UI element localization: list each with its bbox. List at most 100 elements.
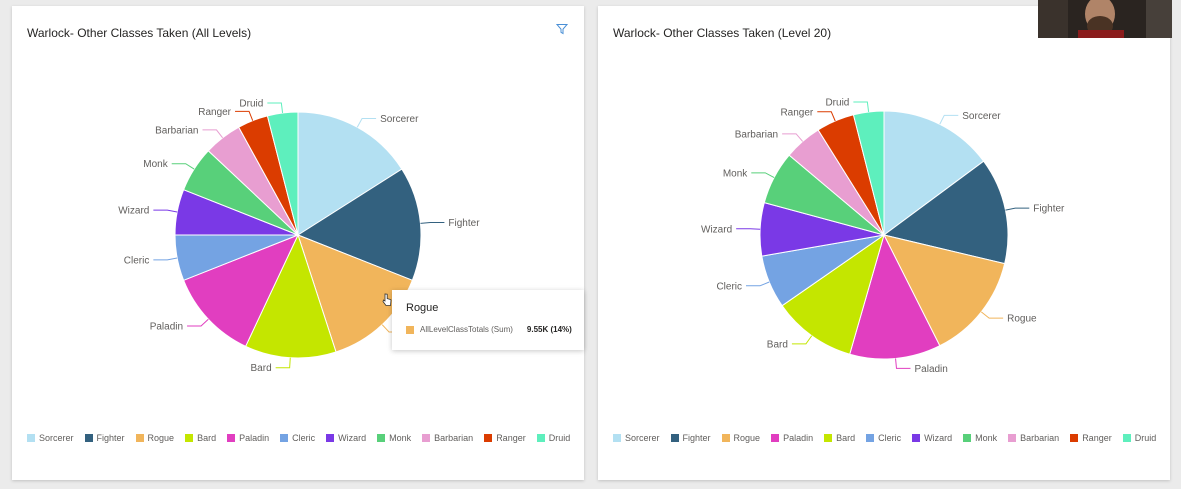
slice-label-rogue: Rogue [1007, 314, 1037, 325]
legend-item-barbarian[interactable]: Barbarian [1008, 433, 1059, 443]
slice-label-bard: Bard [251, 363, 272, 374]
slice-label-monk: Monk [143, 159, 168, 170]
legend-item-paladin[interactable]: Paladin [227, 433, 269, 443]
leader-line-barbarian [782, 133, 804, 142]
legend-label: Barbarian [434, 433, 474, 443]
legend-label: Fighter [96, 433, 125, 443]
pie-slice-sorcerer[interactable] [883, 110, 985, 236]
legend-swatch [326, 434, 335, 442]
legend-item-bard[interactable]: Bard [185, 433, 216, 443]
legend-swatch [280, 434, 289, 442]
slice-label-sorcerer: Sorcerer [380, 114, 419, 125]
legend-swatch [912, 434, 921, 442]
legend-label: Cleric [292, 433, 316, 443]
pie-slice-rogue[interactable] [883, 234, 1006, 347]
legend-level-20: Sorcerer Fighter Rogue Paladin Bard Cleric Wiz… [613, 433, 1156, 443]
legend-swatch [422, 434, 431, 442]
legend-item-ranger[interactable]: Ranger [1070, 433, 1112, 443]
slice-label-monk: Monk [723, 168, 748, 179]
legend-label: Paladin [239, 433, 270, 443]
legend-label: Bard [836, 433, 856, 443]
pie-slice-paladin[interactable] [182, 234, 299, 347]
webcam-overlay [1038, 0, 1172, 38]
legend-swatch [27, 434, 35, 442]
slice-label-cleric: Cleric [716, 281, 742, 292]
legend-label: Monk [389, 433, 412, 443]
slice-label-fighter: Fighter [448, 218, 480, 229]
slice-label-ranger: Ranger [780, 107, 813, 118]
tooltip-measure: AllLevelClassTotals (Sum) [420, 325, 513, 334]
filter-icon[interactable] [556, 23, 568, 35]
legend-item-monk[interactable]: Monk [963, 433, 997, 443]
leader-line-paladin [187, 318, 209, 327]
leader-line-sorcerer [939, 114, 959, 125]
legend-swatch [484, 434, 493, 442]
leader-line-cleric [153, 257, 178, 261]
hand-cursor-icon [382, 293, 392, 306]
legend-item-cleric[interactable]: Cleric [866, 433, 901, 443]
legend-label: Ranger [496, 433, 526, 443]
slice-label-wizard: Wizard [701, 224, 732, 235]
slice-label-paladin: Paladin [914, 364, 947, 375]
legend-swatch [670, 434, 679, 442]
legend-item-druid[interactable]: Druid [1122, 433, 1156, 443]
legend-label: Paladin [783, 433, 814, 443]
leader-line-wizard [153, 209, 178, 213]
slice-label-fighter: Fighter [1033, 204, 1065, 215]
legend-swatch [963, 434, 972, 442]
legend-label: Cleric [878, 433, 902, 443]
legend-item-rogue[interactable]: Rogue [135, 433, 175, 443]
leader-line-ranger [817, 111, 836, 122]
legend-swatch [84, 434, 93, 442]
legend-swatch [1008, 434, 1017, 442]
legend-item-bard[interactable]: Bard [824, 433, 855, 443]
legend-label: Wizard [924, 433, 953, 443]
legend-swatch [771, 434, 780, 442]
legend-label: Barbarian [1020, 433, 1060, 443]
legend-item-fighter[interactable]: Fighter [84, 433, 125, 443]
legend-swatch [185, 434, 194, 442]
pie-chart-all-levels[interactable]: Sorcerer Fighter Rogue Bard Paladin Cleric Wiz… [12, 6, 584, 426]
leader-line-paladin [895, 358, 911, 369]
slice-label-barbarian: Barbarian [735, 129, 778, 140]
legend-item-sorcerer[interactable]: Sorcerer [613, 433, 660, 443]
legend-item-sorcerer[interactable]: Sorcerer [27, 433, 74, 443]
legend-swatch [866, 434, 875, 442]
legend-swatch [721, 434, 730, 442]
slice-label-ranger: Ranger [198, 107, 231, 118]
legend-label: Druid [548, 433, 571, 443]
pie-slice-bard[interactable] [244, 233, 337, 359]
pie-slice-bard[interactable] [781, 233, 885, 355]
legend-item-ranger[interactable]: Ranger [484, 433, 526, 443]
legend-item-monk[interactable]: Monk [377, 433, 411, 443]
legend-swatch [377, 434, 386, 442]
tooltip-swatch [406, 325, 414, 334]
legend-item-wizard[interactable]: Wizard [912, 433, 952, 443]
leader-line-cleric [746, 281, 770, 287]
tooltip: Rogue AllLevelClassTotals (Sum) 9.55K (1… [392, 290, 584, 350]
pie-slice-fighter[interactable] [296, 168, 422, 281]
pie-slice-sorcerer[interactable] [297, 111, 403, 236]
leader-line-bard [791, 335, 813, 345]
legend-item-druid[interactable]: Druid [536, 433, 571, 443]
chart-title: Warlock- Other Classes Taken (All Levels… [27, 26, 252, 40]
chart-panel-all-levels[interactable]: Warlock- Other Classes Taken (All Levels… [12, 6, 584, 480]
leader-line-druid [853, 101, 870, 113]
legend-item-fighter[interactable]: Fighter [670, 433, 711, 443]
leader-line-monk [751, 172, 775, 178]
legend-item-wizard[interactable]: Wizard [326, 433, 366, 443]
leader-line-druid [267, 102, 284, 114]
leader-line-barbarian [202, 129, 224, 139]
leader-line-fighter [420, 221, 445, 224]
legend-label: Bard [197, 433, 217, 443]
slice-label-sorcerer: Sorcerer [962, 111, 1001, 122]
legend-item-paladin[interactable]: Paladin [771, 433, 813, 443]
legend-item-barbarian[interactable]: Barbarian [422, 433, 473, 443]
leader-line-rogue [980, 311, 1004, 319]
legend-item-rogue[interactable]: Rogue [721, 433, 760, 443]
pie-chart-level-20[interactable]: Sorcerer Fighter Rogue Paladin Bard Cleric Wiz… [598, 6, 1170, 426]
legend-item-cleric[interactable]: Cleric [280, 433, 315, 443]
chart-panel-level-20[interactable]: Warlock- Other Classes Taken (Level 20) … [598, 6, 1170, 480]
legend-swatch [824, 434, 833, 442]
legend-label: Rogue [147, 433, 175, 443]
